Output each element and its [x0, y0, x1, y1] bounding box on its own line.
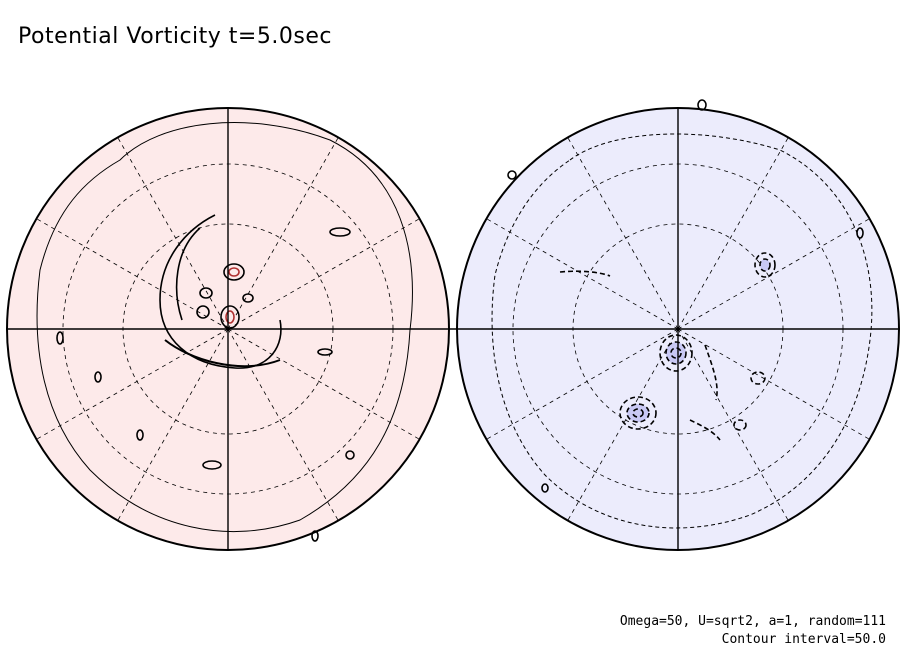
right-disk-edge-contour: [491, 133, 873, 529]
contour-interval-text: Contour interval=50.0: [721, 632, 886, 647]
left-disk-edge-contour: [36, 122, 413, 533]
chart-title: Potential Vorticity t=5.0sec: [18, 24, 332, 49]
right-vortex-contours: [507, 99, 864, 493]
left-vortex-contours: [56, 214, 355, 542]
parameters-text: Omega=50, U=sqrt2, a=1, random=111: [619, 614, 886, 629]
